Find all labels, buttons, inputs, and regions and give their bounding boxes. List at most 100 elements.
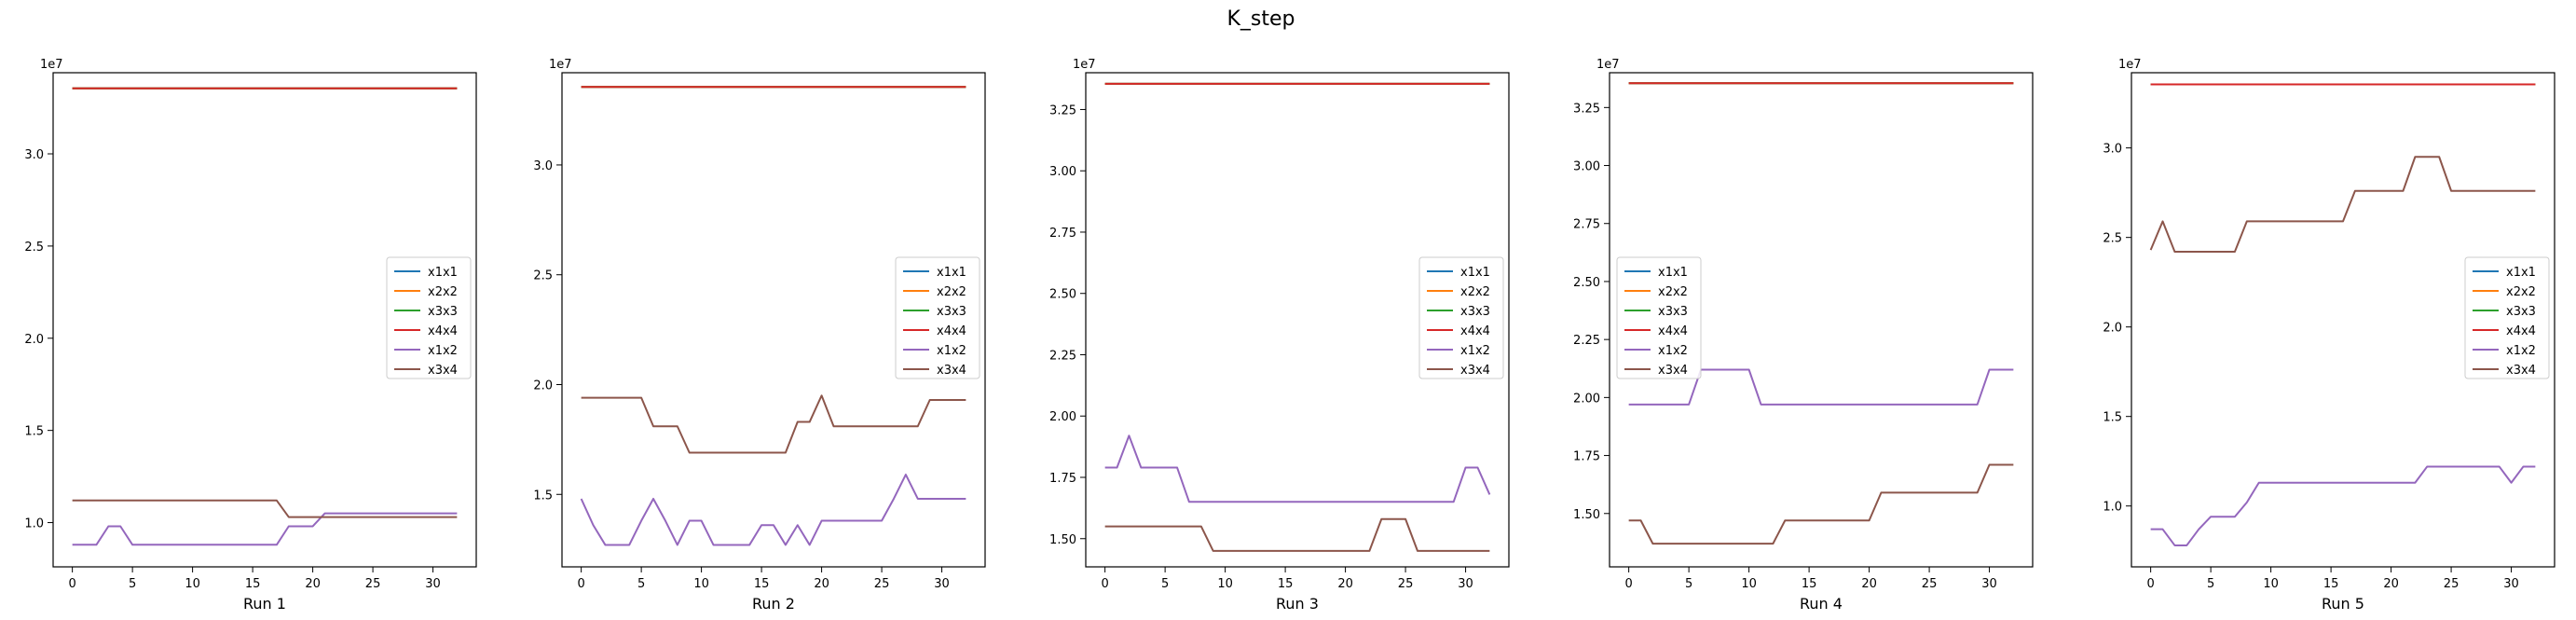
x-tick-label: 20: [305, 577, 321, 591]
x-tick-label: 20: [1337, 577, 1353, 591]
y-tick-label: 1.50: [1573, 508, 1600, 522]
axes-frame: [1085, 72, 1510, 568]
y-tick-label: 1.5: [24, 425, 44, 439]
x-tick-label: 30: [1981, 577, 1997, 591]
x-tick-label: 5: [1685, 577, 1692, 591]
y-tick-label: 3.0: [533, 159, 553, 173]
x-tick-label: 10: [2263, 577, 2279, 591]
legend-label-x1x1: x1x1: [1460, 266, 1490, 280]
y-tick-label: 1.50: [1049, 533, 1076, 547]
axis-offset-text: 1e7: [1596, 58, 1620, 72]
y-tick-label: 2.25: [1573, 334, 1600, 348]
x-tick-label: 15: [245, 577, 261, 591]
legend: x1x1 x2x2 x3x3 x4x4 x1x2 x3x4: [1418, 256, 1504, 379]
y-tick-label: 3.0: [2103, 143, 2122, 157]
x-tick-label: 0: [1624, 577, 1632, 591]
x-tick-label: 30: [934, 577, 950, 591]
legend-label-x1x2: x1x2: [428, 344, 458, 358]
x-axis-label: Run 3: [1276, 595, 1319, 613]
legend-label-x1x1: x1x1: [1658, 266, 1688, 280]
y-tick-label: 2.00: [1573, 392, 1600, 406]
x-tick-label: 15: [1278, 577, 1294, 591]
legend-label-x3x4: x3x4: [937, 364, 966, 378]
series-line-x1x2: [1628, 368, 2014, 406]
legend-label-x3x4: x3x4: [428, 364, 458, 378]
x-tick-label: 25: [2444, 577, 2460, 591]
y-tick-label: 2.75: [1049, 227, 1076, 241]
axes-frame: [2131, 72, 2555, 568]
legend-label-x4x4: x4x4: [1460, 324, 1490, 338]
x-tick-label: 15: [1802, 577, 1817, 591]
legend-label-x2x2: x2x2: [2506, 285, 2536, 299]
legend-label-x3x3: x3x3: [428, 305, 458, 319]
y-tick-label: 2.0: [2103, 322, 2122, 336]
legend: x1x1 x2x2 x3x3 x4x4 x1x2 x3x4: [386, 256, 472, 379]
legend-label-x4x4: x4x4: [937, 324, 966, 338]
legend-label-x4x4: x4x4: [2506, 324, 2536, 338]
legend-box: [1418, 256, 1504, 379]
x-tick-label: 10: [1217, 577, 1233, 591]
legend-label-x1x2: x1x2: [1658, 344, 1688, 358]
x-tick-label: 0: [68, 577, 75, 591]
y-tick-label: 1.75: [1573, 450, 1600, 464]
y-tick-label: 1.0: [2103, 501, 2122, 515]
y-tick-label: 3.25: [1049, 103, 1076, 117]
x-tick-label: 30: [425, 577, 441, 591]
y-tick-label: 2.25: [1049, 349, 1076, 363]
axis-offset-text: 1e7: [2118, 58, 2142, 72]
y-tick-label: 3.25: [1573, 102, 1600, 116]
legend-label-x1x2: x1x2: [2506, 344, 2536, 358]
x-tick-label: 30: [1458, 577, 1473, 591]
x-tick-label: 0: [1101, 577, 1108, 591]
legend-label-x1x2: x1x2: [937, 344, 966, 358]
legend: x1x1 x2x2 x3x3 x4x4 x1x2 x3x4: [2464, 256, 2550, 379]
legend-box: [2464, 256, 2550, 379]
x-tick-label: 0: [2146, 577, 2154, 591]
legend-box: [386, 256, 472, 379]
legend-label-x3x4: x3x4: [2506, 364, 2536, 378]
legend: x1x1 x2x2 x3x3 x4x4 x1x2 x3x4: [1616, 256, 1702, 379]
y-tick-label: 1.0: [24, 517, 44, 531]
series-line-x1x2: [1104, 434, 1491, 503]
y-tick-label: 2.0: [24, 333, 44, 347]
x-tick-label: 15: [754, 577, 770, 591]
legend-label-x1x1: x1x1: [937, 266, 966, 280]
x-tick-label: 25: [365, 577, 381, 591]
legend-label-x2x2: x2x2: [1460, 285, 1490, 299]
x-tick-label: 20: [1861, 577, 1877, 591]
x-tick-label: 0: [577, 577, 584, 591]
x-tick-label: 10: [1741, 577, 1757, 591]
legend-label-x2x2: x2x2: [428, 285, 458, 299]
x-tick-label: 25: [874, 577, 890, 591]
series-line-x3x4: [72, 499, 458, 518]
legend-label-x2x2: x2x2: [1658, 285, 1688, 299]
legend-label-x4x4: x4x4: [1658, 324, 1688, 338]
x-tick-label: 5: [129, 577, 136, 591]
y-tick-label: 2.50: [1573, 276, 1600, 290]
x-axis-label: Run 2: [752, 595, 795, 613]
legend-label-x3x4: x3x4: [1460, 364, 1490, 378]
x-tick-label: 20: [814, 577, 829, 591]
axes-frame: [52, 72, 477, 568]
y-tick-label: 2.00: [1049, 410, 1076, 424]
figure-title: K_step: [1226, 7, 1295, 31]
x-tick-label: 10: [185, 577, 200, 591]
x-tick-label: 5: [2207, 577, 2214, 591]
axes-frame: [1609, 72, 2034, 568]
series-line-x3x4: [581, 394, 966, 454]
y-tick-label: 3.00: [1049, 165, 1076, 179]
x-tick-label: 5: [1161, 577, 1169, 591]
y-tick-label: 2.5: [533, 269, 553, 283]
y-tick-label: 3.00: [1573, 160, 1600, 174]
legend-box: [895, 256, 980, 379]
x-tick-label: 10: [693, 577, 709, 591]
y-tick-label: 3.0: [24, 148, 44, 162]
axis-offset-text: 1e7: [1073, 58, 1096, 72]
legend-label-x4x4: x4x4: [428, 324, 458, 338]
y-tick-label: 1.75: [1049, 472, 1076, 486]
x-axis-label: Run 5: [2322, 595, 2364, 613]
y-tick-label: 2.50: [1049, 288, 1076, 302]
panel-4: 0 5 10 15 20 25 30 1.50 1.75 2.00 2.25 2.50 2.75 3.00…: [1573, 58, 2034, 613]
